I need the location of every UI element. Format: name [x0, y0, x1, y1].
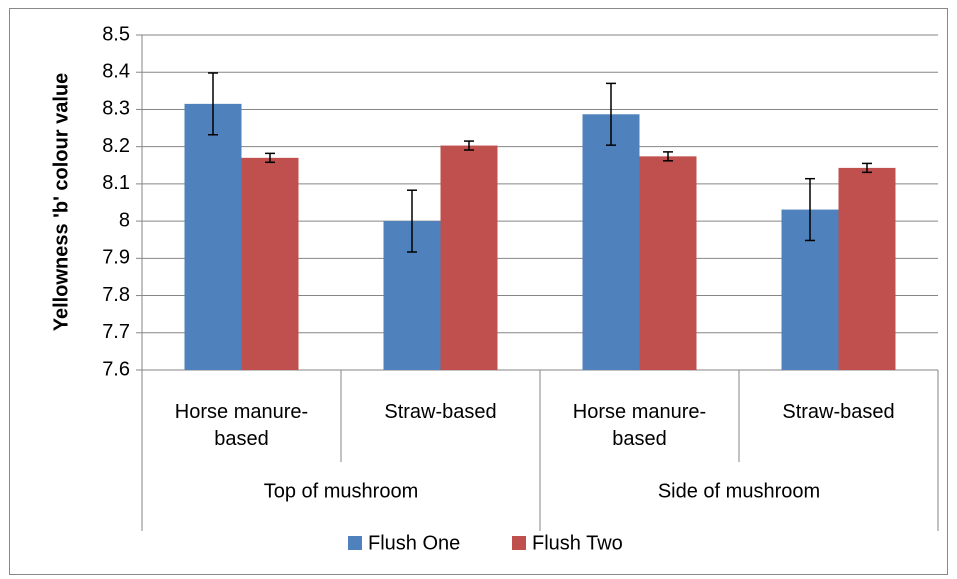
group-label: Top of mushroom: [264, 480, 419, 502]
legend-label: Flush One: [368, 532, 460, 554]
bar: [838, 167, 896, 370]
bar: [184, 103, 242, 370]
bar: [241, 157, 299, 370]
y-tick-label: 8.4: [102, 61, 130, 83]
y-tick-label: 8: [119, 209, 130, 231]
y-tick-label: 7.9: [102, 247, 130, 269]
y-tick-label: 7.7: [102, 321, 130, 343]
legend-swatch: [512, 536, 526, 550]
y-tick-label: 8.2: [102, 135, 130, 157]
legend-label: Flush Two: [532, 532, 623, 554]
legend-swatch: [348, 536, 362, 550]
bar: [440, 145, 498, 370]
y-tick-label: 8.3: [102, 98, 130, 120]
x-tick-label: Horse manure-based: [174, 401, 309, 450]
group-label: Side of mushroom: [658, 480, 820, 502]
x-tick-label: Straw-based: [782, 401, 895, 423]
y-tick-label: 8.1: [102, 172, 130, 194]
bar: [639, 156, 697, 370]
y-tick-label: 7.6: [102, 358, 130, 380]
x-tick-label: Horse manure-based: [572, 401, 707, 450]
x-tick-label: Straw-based: [384, 401, 497, 423]
y-tick-label: 8.5: [102, 23, 130, 45]
y-axis-title: Yellowness 'b' colour value: [50, 73, 72, 332]
bar: [582, 114, 640, 371]
y-tick-label: 7.8: [102, 284, 130, 306]
